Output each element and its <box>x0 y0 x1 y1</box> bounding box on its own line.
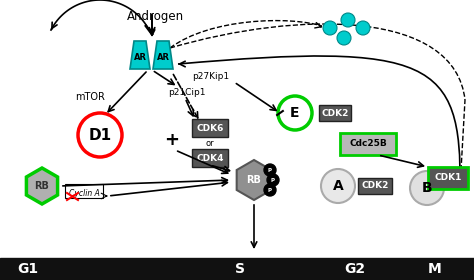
Text: mTOR: mTOR <box>75 92 105 102</box>
Polygon shape <box>130 41 150 69</box>
Circle shape <box>278 96 312 130</box>
Text: Androgen: Androgen <box>127 10 183 23</box>
Bar <box>0 258 474 280</box>
Bar <box>192 119 228 137</box>
Text: RB: RB <box>246 175 262 185</box>
Circle shape <box>341 13 355 27</box>
Circle shape <box>321 169 355 203</box>
Text: CDK2: CDK2 <box>321 109 349 118</box>
Text: Cyclin A: Cyclin A <box>69 188 100 197</box>
Text: A: A <box>333 179 343 193</box>
Text: p27Kip1: p27Kip1 <box>192 71 229 81</box>
Bar <box>428 167 468 189</box>
Text: RB: RB <box>35 181 49 191</box>
Text: or: or <box>206 139 214 148</box>
Text: G1: G1 <box>18 262 38 276</box>
Text: P: P <box>268 188 272 193</box>
Circle shape <box>264 184 276 196</box>
Text: CDK4: CDK4 <box>196 153 224 162</box>
Text: G2: G2 <box>345 262 365 276</box>
Text: Cdc25B: Cdc25B <box>349 139 387 148</box>
Text: B: B <box>422 181 432 195</box>
Text: p21Cip1: p21Cip1 <box>168 88 206 97</box>
Text: P: P <box>271 178 275 183</box>
Circle shape <box>410 171 444 205</box>
Circle shape <box>78 113 122 157</box>
Text: AR: AR <box>156 53 170 62</box>
Text: P: P <box>268 167 272 172</box>
Text: CDK6: CDK6 <box>196 123 224 132</box>
Circle shape <box>264 164 276 176</box>
Circle shape <box>356 21 370 35</box>
Bar <box>358 178 392 194</box>
Text: M: M <box>428 262 442 276</box>
Text: CDK1: CDK1 <box>434 172 462 181</box>
Polygon shape <box>27 168 57 204</box>
Circle shape <box>267 174 279 186</box>
Text: E: E <box>290 106 300 120</box>
Text: +: + <box>164 131 180 149</box>
Bar <box>340 133 396 155</box>
Circle shape <box>323 21 337 35</box>
Text: CDK2: CDK2 <box>361 181 389 190</box>
Bar <box>192 149 228 167</box>
Polygon shape <box>237 160 271 200</box>
Text: AR: AR <box>134 53 146 62</box>
Text: D1: D1 <box>89 127 111 143</box>
Polygon shape <box>153 41 173 69</box>
Bar <box>65 184 103 198</box>
Bar <box>319 105 351 121</box>
Text: S: S <box>235 262 245 276</box>
Circle shape <box>337 31 351 45</box>
